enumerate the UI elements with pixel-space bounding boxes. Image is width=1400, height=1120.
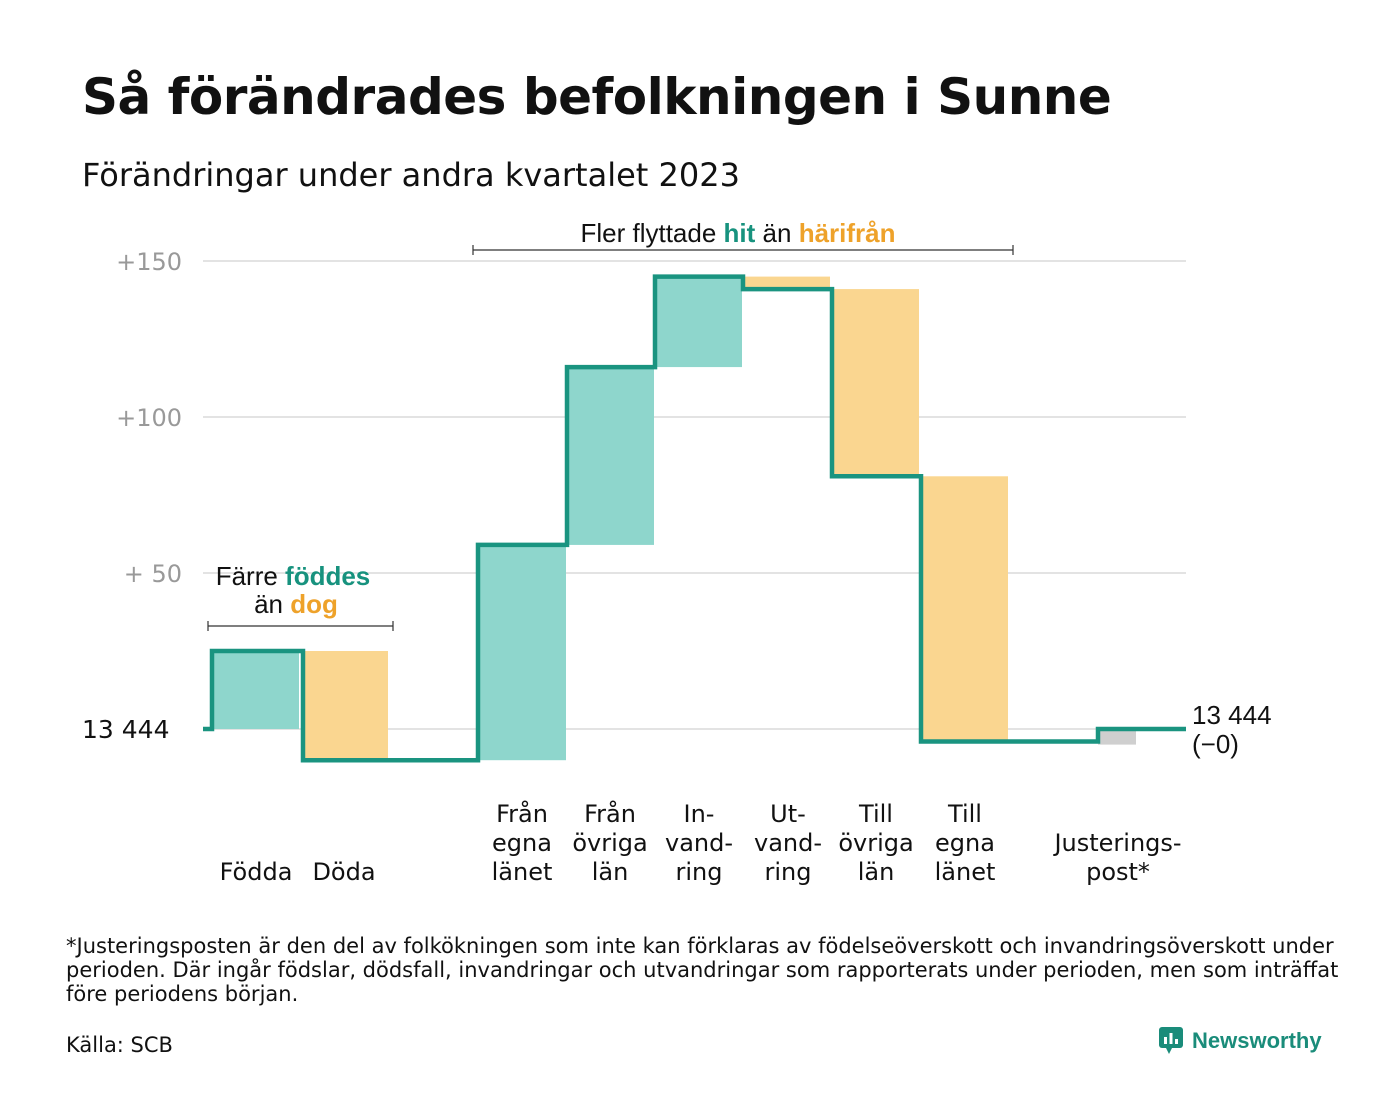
category-label: vand- (665, 829, 733, 857)
annotation-natural-line2: än dog (254, 589, 338, 619)
category-label: övriga (838, 829, 913, 857)
category-label: ring (676, 858, 723, 886)
category-label: län (592, 858, 629, 886)
category-label: Från (584, 799, 636, 828)
bar-increase (567, 367, 654, 545)
category-label: länet (492, 858, 553, 886)
bar-adjustment (1098, 729, 1136, 745)
bar-decrease (832, 289, 919, 477)
category-label: län (858, 858, 895, 886)
category-label: övriga (572, 829, 647, 857)
brand-name: Newsworthy (1192, 1028, 1322, 1053)
footnote: *Justeringsposten är den del av folkökni… (66, 934, 1339, 1006)
brand-logo: Newsworthy (1158, 1026, 1322, 1056)
category-label: Ut- (770, 800, 806, 828)
newsworthy-logo-icon (1159, 1027, 1183, 1054)
category-label: Födda (220, 858, 293, 886)
cumulative-step-line (203, 274, 1186, 763)
category-label: vand- (754, 829, 822, 857)
bar-decrease (303, 651, 388, 761)
category-label: Till (858, 800, 893, 828)
bar-increase (212, 651, 299, 729)
source-label: Källa: SCB (66, 1033, 173, 1057)
bar-increase (478, 544, 566, 761)
category-label: egna (935, 829, 995, 857)
end-value-label: 13 444 (1192, 700, 1272, 730)
category-label: Justerings- (1052, 829, 1181, 857)
y-tick-label: + 50 (124, 560, 182, 588)
category-label: ring (765, 858, 812, 886)
category-label: länet (935, 858, 996, 886)
annotation-migration: Fler flyttade hit än härifrån (580, 218, 895, 248)
y-tick-label: +100 (116, 404, 182, 432)
baseline-value-label: 13 444 (82, 715, 169, 744)
bar-decrease (921, 476, 1008, 742)
annotation-natural-line1: Färre föddes (216, 561, 371, 591)
category-label: post* (1086, 858, 1150, 886)
category-label: Från (496, 799, 548, 828)
category-label: Döda (312, 858, 375, 886)
bar-increase (655, 276, 742, 368)
end-change-label: (−0) (1192, 729, 1239, 759)
bar-decrease (743, 276, 830, 290)
chart-subtitle: Förändringar under andra kvartalet 2023 (82, 156, 740, 194)
category-label: Till (947, 800, 982, 828)
category-label: egna (492, 829, 552, 857)
chart-title: Så förändrades befolkningen i Sunne (82, 68, 1112, 126)
category-label: In- (684, 800, 715, 828)
y-tick-label: +150 (116, 248, 182, 276)
